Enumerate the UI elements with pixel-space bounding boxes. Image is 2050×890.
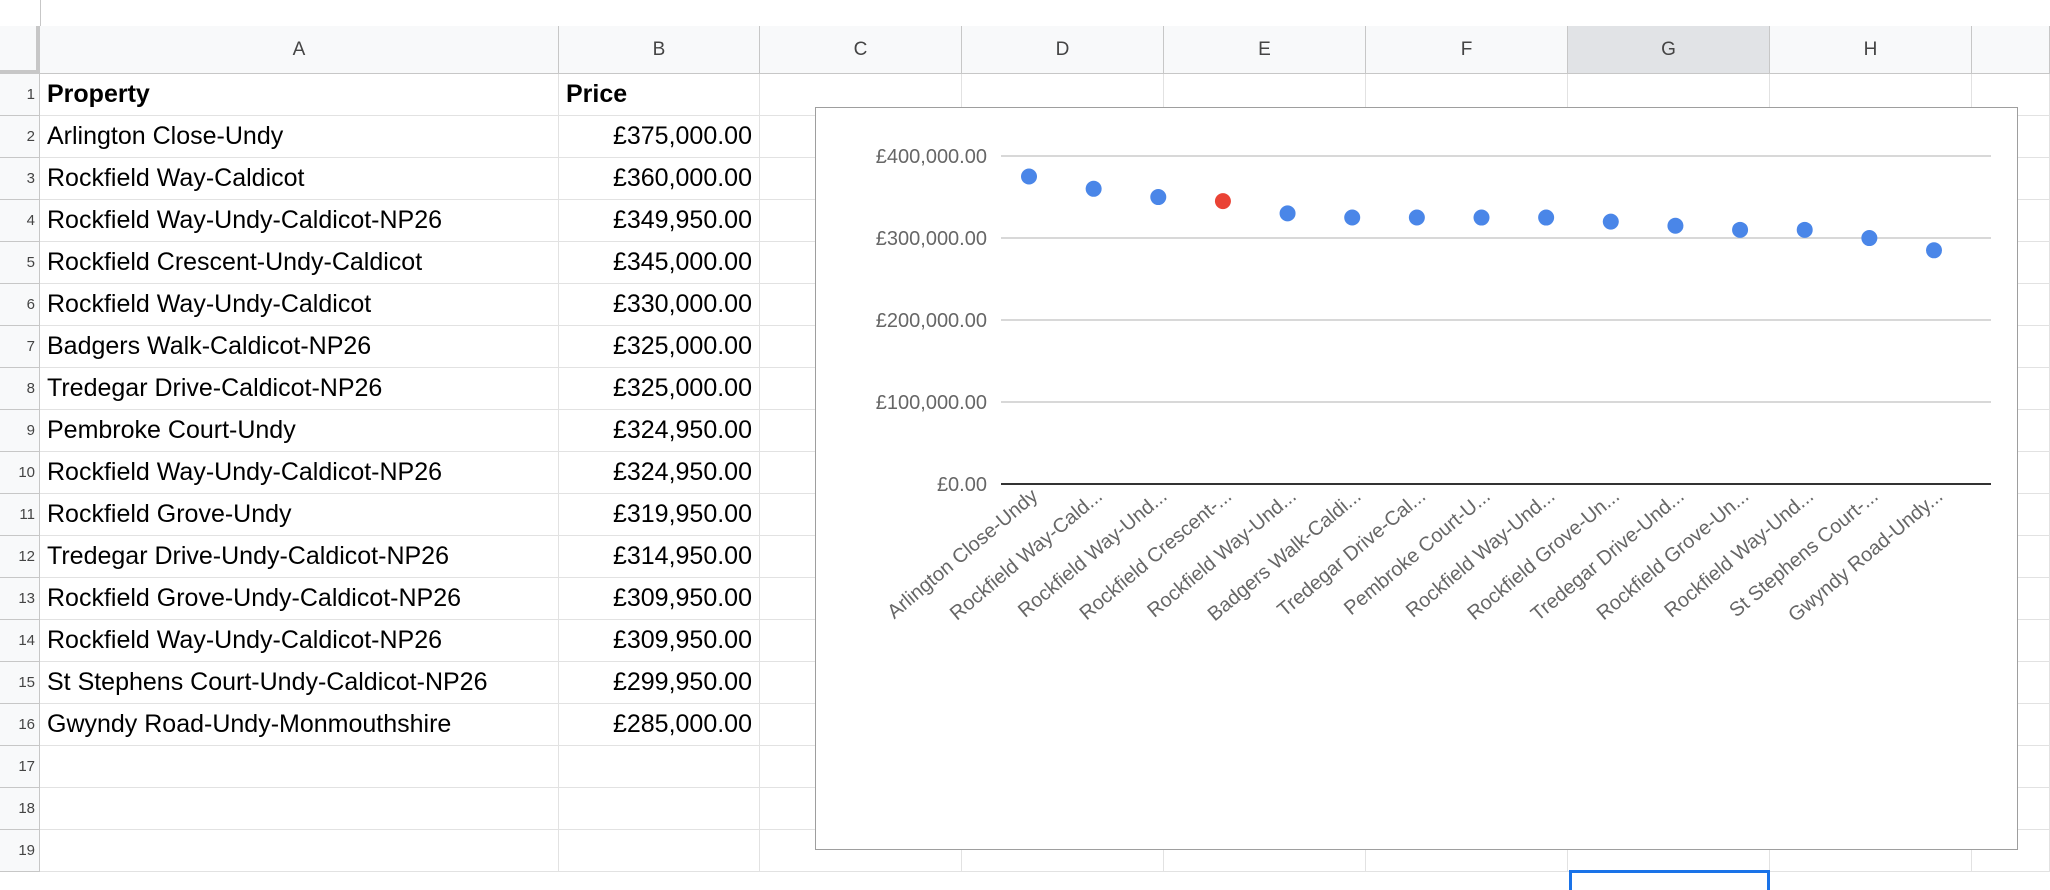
property-cell[interactable]: Rockfield Way-Undy-Caldicot-NP26 (40, 452, 559, 494)
formula-divider (40, 0, 41, 26)
empty-cell[interactable] (40, 746, 559, 788)
price-cell[interactable]: £330,000.00 (559, 284, 760, 326)
empty-cell[interactable] (559, 830, 760, 872)
row-header[interactable]: 6 (0, 284, 40, 326)
empty-cell[interactable] (1366, 830, 1568, 872)
price-cell[interactable]: £325,000.00 (559, 368, 760, 410)
price-cell[interactable]: £285,000.00 (559, 704, 760, 746)
active-cell-selection[interactable] (1569, 870, 1770, 890)
column-header-C[interactable]: C (760, 26, 962, 74)
property-cell[interactable]: Pembroke Court-Undy (40, 410, 559, 452)
price-cell[interactable]: £324,950.00 (559, 410, 760, 452)
property-cell[interactable]: Gwyndy Road-Undy-Monmouthshire (40, 704, 559, 746)
property-cell[interactable]: Tredegar Drive-Caldicot-NP26 (40, 368, 559, 410)
data-point[interactable] (1667, 217, 1684, 234)
data-point[interactable] (1538, 209, 1555, 226)
column-header-A[interactable]: A (40, 26, 559, 74)
chart-canvas: £0.00 £100,000.00 £200,000.00 £300,000.00 £4… (876, 146, 1991, 627)
column-header-extra[interactable] (1972, 26, 2050, 74)
price-cell[interactable]: £345,000.00 (559, 242, 760, 284)
price-cell[interactable]: £325,000.00 (559, 326, 760, 368)
row-header[interactable]: 9 (0, 410, 40, 452)
data-point[interactable] (1732, 221, 1749, 238)
data-point[interactable] (1473, 209, 1490, 226)
select-all-corner[interactable] (0, 26, 40, 74)
header-cell-price[interactable]: Price (559, 74, 760, 116)
data-point[interactable] (1344, 209, 1361, 226)
price-cell[interactable]: £299,950.00 (559, 662, 760, 704)
row-header[interactable]: 13 (0, 578, 40, 620)
property-cell[interactable]: Tredegar Drive-Undy-Caldicot-NP26 (40, 536, 559, 578)
row-header[interactable]: 12 (0, 536, 40, 578)
column-header-G[interactable]: G (1568, 26, 1770, 74)
property-cell[interactable]: Rockfield Way-Undy-Caldicot (40, 284, 559, 326)
empty-cell[interactable] (1164, 830, 1366, 872)
highlighted-data-point[interactable] (1214, 193, 1231, 210)
column-header-F[interactable]: F (1366, 26, 1568, 74)
row-header[interactable]: 5 (0, 242, 40, 284)
row-header[interactable]: 7 (0, 326, 40, 368)
data-point[interactable] (1796, 221, 1813, 238)
y-tick-label: £0.00 (937, 474, 987, 496)
empty-cell[interactable] (559, 746, 760, 788)
row-header[interactable]: 16 (0, 704, 40, 746)
price-cell[interactable]: £309,950.00 (559, 578, 760, 620)
property-cell[interactable]: Rockfield Way-Caldicot (40, 158, 559, 200)
data-point[interactable] (1150, 189, 1167, 206)
price-cell[interactable]: £319,950.00 (559, 494, 760, 536)
price-chart[interactable]: £0.00 £100,000.00 £200,000.00 £300,000.00 £4… (815, 107, 2018, 850)
empty-cell[interactable] (1770, 830, 1972, 872)
price-cell[interactable]: £360,000.00 (559, 158, 760, 200)
data-point[interactable] (1861, 230, 1878, 247)
row-header[interactable]: 2 (0, 116, 40, 158)
column-header-B[interactable]: B (559, 26, 760, 74)
row-header[interactable]: 18 (0, 788, 40, 830)
column-header-D[interactable]: D (962, 26, 1164, 74)
y-tick-label: £200,000.00 (876, 310, 987, 332)
y-tick-label: £100,000.00 (876, 392, 987, 414)
empty-cell[interactable] (40, 830, 559, 872)
data-point[interactable] (1602, 213, 1619, 230)
column-header-E[interactable]: E (1164, 26, 1366, 74)
y-tick-label: £400,000.00 (876, 146, 987, 168)
row-header[interactable]: 11 (0, 494, 40, 536)
formula-bar-strip (0, 0, 2050, 27)
property-cell[interactable]: Badgers Walk-Caldicot-NP26 (40, 326, 559, 368)
property-cell[interactable]: Arlington Close-Undy (40, 116, 559, 158)
data-point[interactable] (1926, 242, 1942, 259)
price-cell[interactable]: £314,950.00 (559, 536, 760, 578)
property-cell[interactable]: Rockfield Grove-Undy-Caldicot-NP26 (40, 578, 559, 620)
data-point[interactable] (1408, 209, 1425, 226)
row-header[interactable]: 8 (0, 368, 40, 410)
empty-cell[interactable] (760, 830, 962, 872)
row-header[interactable]: 1 (0, 74, 40, 116)
property-cell[interactable]: St Stephens Court-Undy-Caldicot-NP26 (40, 662, 559, 704)
property-cell[interactable]: Rockfield Crescent-Undy-Caldicot (40, 242, 559, 284)
price-cell[interactable]: £324,950.00 (559, 452, 760, 494)
empty-cell[interactable] (40, 788, 559, 830)
property-cell[interactable]: Rockfield Way-Undy-Caldicot-NP26 (40, 200, 559, 242)
row-header[interactable]: 4 (0, 200, 40, 242)
data-point[interactable] (1021, 168, 1037, 185)
empty-cell[interactable] (962, 830, 1164, 872)
row-header[interactable]: 17 (0, 746, 40, 788)
empty-cell[interactable] (559, 788, 760, 830)
row-header[interactable]: 19 (0, 830, 40, 872)
data-point[interactable] (1085, 180, 1102, 197)
header-cell-property[interactable]: Property (40, 74, 559, 116)
y-tick-label: £300,000.00 (876, 228, 987, 250)
price-cell[interactable]: £309,950.00 (559, 620, 760, 662)
property-cell[interactable]: Rockfield Way-Undy-Caldicot-NP26 (40, 620, 559, 662)
data-point[interactable] (1279, 205, 1296, 222)
price-cell[interactable]: £375,000.00 (559, 116, 760, 158)
row-header[interactable]: 14 (0, 620, 40, 662)
price-cell[interactable]: £349,950.00 (559, 200, 760, 242)
row-header[interactable]: 15 (0, 662, 40, 704)
property-cell[interactable]: Rockfield Grove-Undy (40, 494, 559, 536)
row-header[interactable]: 3 (0, 158, 40, 200)
column-header-H[interactable]: H (1770, 26, 1972, 74)
row-header[interactable]: 10 (0, 452, 40, 494)
